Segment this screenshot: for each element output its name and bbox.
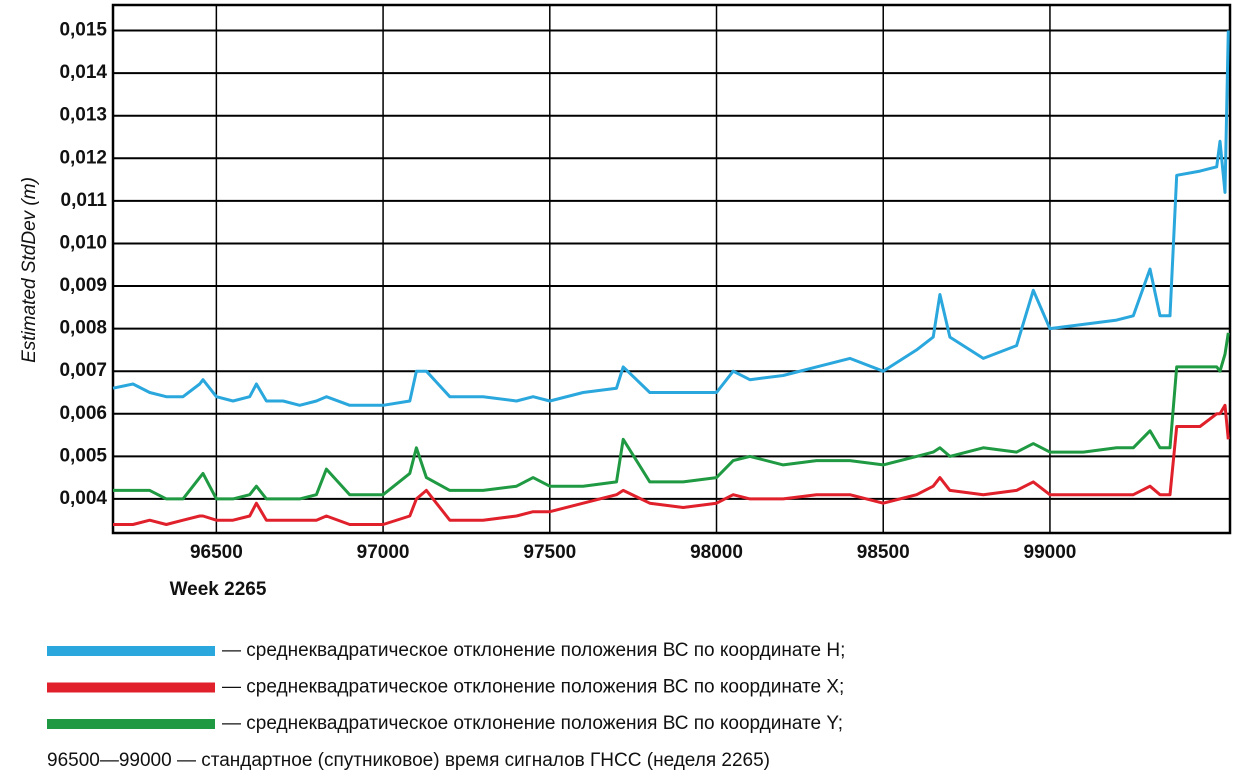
plot-frame — [111, 3, 1232, 535]
y-tick-label: 0,014 — [59, 62, 107, 83]
x-tick-label: 99000 — [1024, 542, 1077, 563]
y-tick-label: 0,004 — [59, 488, 107, 509]
legend-label: — среднеквадратическое отклонение положе… — [222, 677, 844, 698]
x-tick-label: 97000 — [357, 542, 410, 563]
y-tick-label: 0,015 — [59, 20, 107, 41]
y-tick-label: 0,005 — [59, 445, 107, 466]
y-tick-label: 0,011 — [61, 190, 108, 211]
x-tick-label: 98500 — [857, 542, 910, 563]
series-line — [112, 30, 1230, 407]
legend-label: — среднеквадратическое отклонение положе… — [222, 640, 845, 661]
series-line — [113, 403, 1230, 526]
x-tick-label: 98000 — [690, 542, 743, 563]
y-tick-label: 0,009 — [59, 275, 107, 296]
note: 96500—99000 — стандартное (спутниковое) … — [47, 750, 770, 771]
x-tick-label: 97500 — [523, 542, 576, 563]
y-axis-label: Estimated StdDev (m) — [19, 177, 40, 363]
y-tick-label: 0,008 — [59, 318, 107, 339]
x-tick-label: 96500 — [190, 542, 243, 563]
legend-label: — среднеквадратическое отклонение положе… — [222, 713, 843, 734]
legend-swatch — [47, 682, 215, 693]
y-tick-label: 0,006 — [59, 403, 107, 424]
series-line — [113, 332, 1230, 501]
y-tick-label: 0,007 — [59, 360, 107, 381]
legend-swatch — [47, 719, 215, 729]
y-tick-label: 0,013 — [59, 105, 107, 126]
legend-swatch — [47, 646, 215, 656]
y-tick-label: 0,012 — [59, 147, 107, 168]
y-tick-label: 0,010 — [59, 232, 107, 253]
x-axis-label: Week 2265 — [170, 579, 267, 600]
